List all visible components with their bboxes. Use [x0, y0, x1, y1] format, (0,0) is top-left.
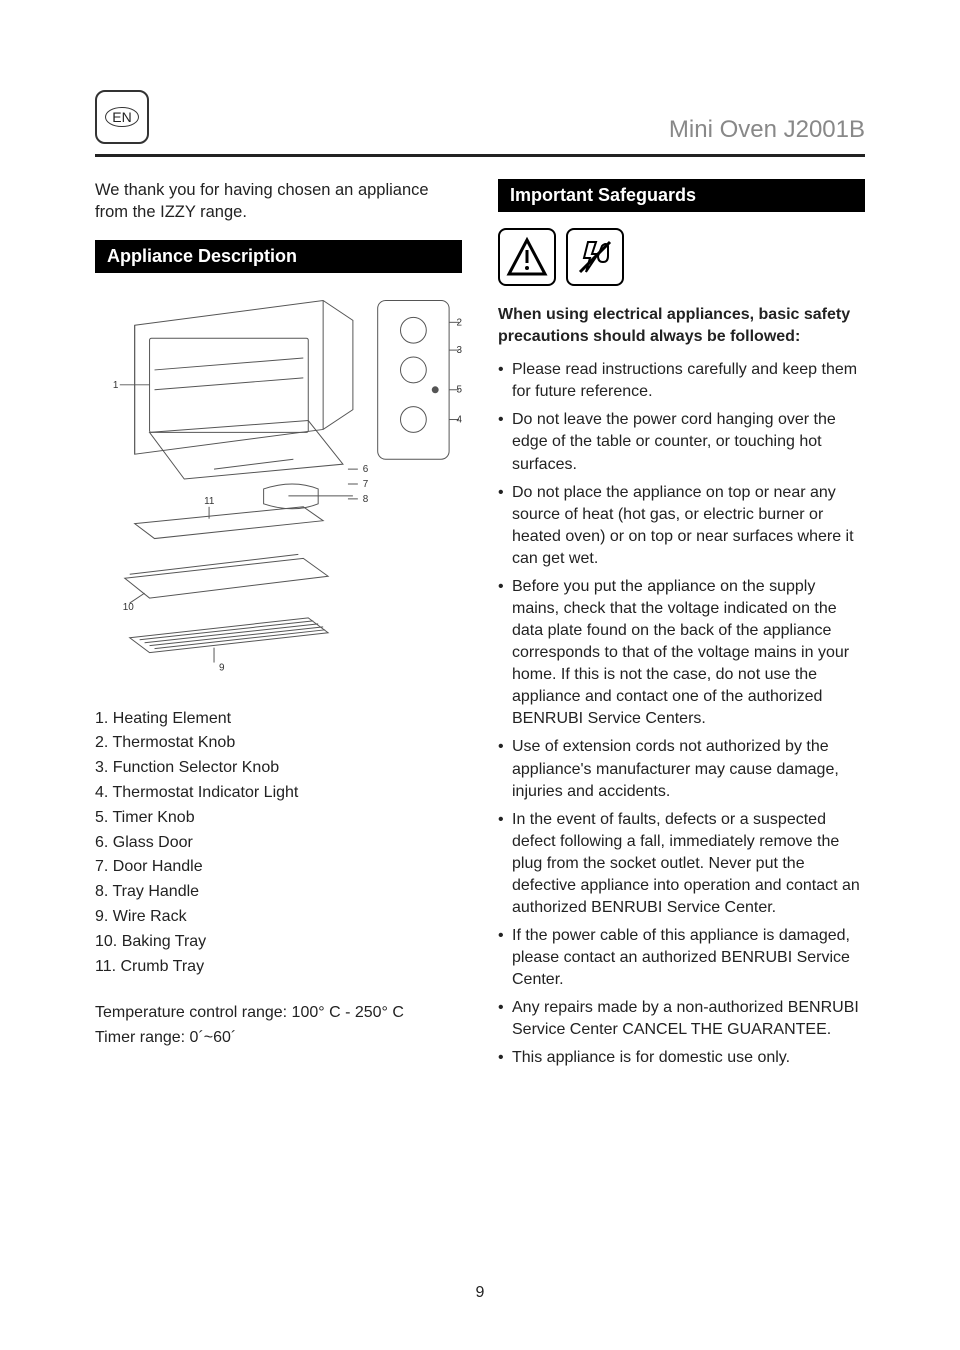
callout-11: 11 [204, 495, 215, 506]
callout-4: 4 [456, 414, 462, 425]
parts-list: 1. Heating Element 2. Thermostat Knob 3.… [95, 707, 462, 980]
safeguard-item: Please read instructions carefully and k… [498, 359, 865, 403]
part-item: 8. Tray Handle [95, 880, 462, 905]
safeguard-item: Before you put the appliance on the supp… [498, 576, 865, 731]
callout-9: 9 [219, 662, 225, 673]
page-header: EN Mini Oven J2001B [95, 90, 865, 144]
important-safeguards-heading: Important Safeguards [498, 179, 865, 212]
part-item: 3. Function Selector Knob [95, 756, 462, 781]
safeguard-item: Any repairs made by a non-authorized BEN… [498, 997, 865, 1041]
no-water-electric-icon [566, 228, 624, 286]
left-column: We thank you for having chosen an applia… [95, 179, 462, 1076]
warning-icon [498, 228, 556, 286]
callout-1: 1 [113, 379, 119, 390]
callout-3: 3 [456, 345, 462, 356]
spec-line: Temperature control range: 100° C - 250°… [95, 1001, 462, 1026]
safeguard-item: This appliance is for domestic use only. [498, 1047, 865, 1069]
language-badge: EN [95, 90, 149, 144]
callout-6: 6 [363, 464, 369, 475]
part-item: 2. Thermostat Knob [95, 731, 462, 756]
right-column: Important Safeguards [498, 179, 865, 1076]
callout-7: 7 [363, 479, 369, 490]
part-item: 1. Heating Element [95, 707, 462, 732]
safeguard-item: Do not leave the power cord hanging over… [498, 409, 865, 475]
safety-icons-row [498, 228, 865, 286]
oven-line-drawing: 1 2 3 4 5 6 7 8 9 10 11 [95, 289, 462, 679]
safeguard-item: If the power cable of this appliance is … [498, 925, 865, 991]
part-item: 5. Timer Knob [95, 806, 462, 831]
part-item: 10. Baking Tray [95, 930, 462, 955]
safeguards-list: Please read instructions carefully and k… [498, 359, 865, 1069]
callout-8: 8 [363, 493, 369, 504]
part-item: 9. Wire Rack [95, 905, 462, 930]
part-item: 7. Door Handle [95, 855, 462, 880]
callout-5: 5 [456, 384, 462, 395]
part-item: 11. Crumb Tray [95, 955, 462, 980]
part-item: 4. Thermostat Indicator Light [95, 781, 462, 806]
content-columns: We thank you for having chosen an applia… [95, 179, 865, 1076]
safeguard-item: Use of extension cords not authorized by… [498, 736, 865, 802]
manual-page: EN Mini Oven J2001B We thank you for hav… [0, 0, 960, 1116]
callout-2: 2 [456, 317, 462, 328]
safeguards-intro: When using electrical appliances, basic … [498, 304, 865, 347]
safeguard-item: Do not place the appliance on top or nea… [498, 482, 865, 570]
part-item: 6. Glass Door [95, 831, 462, 856]
appliance-description-heading: Appliance Description [95, 240, 462, 273]
model-title: Mini Oven J2001B [669, 116, 865, 144]
language-code: EN [105, 107, 138, 127]
header-rule [95, 154, 865, 157]
appliance-diagram: 1 2 3 4 5 6 7 8 9 10 11 [95, 289, 462, 679]
spec-line: Timer range: 0´~60´ [95, 1026, 462, 1051]
safeguard-item: In the event of faults, defects or a sus… [498, 809, 865, 919]
intro-text: We thank you for having chosen an applia… [95, 179, 462, 224]
callout-10: 10 [123, 602, 135, 613]
page-number: 9 [0, 1284, 960, 1302]
specs: Temperature control range: 100° C - 250°… [95, 1001, 462, 1051]
